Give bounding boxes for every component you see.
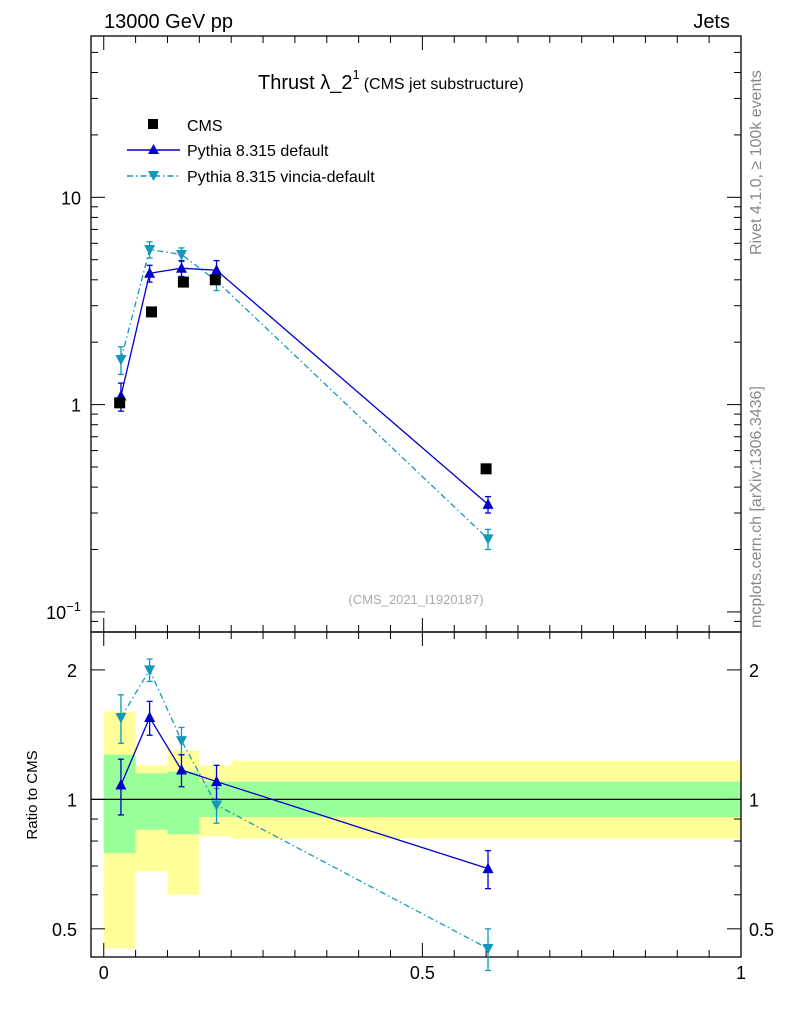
vincia-ratio-point	[144, 665, 156, 676]
default-main-point	[144, 267, 156, 278]
plot-title: Thrust λ_21 (CMS jet substructure)	[258, 67, 524, 94]
legend-label-vincia: Pythia 8.315 vincia-default	[187, 169, 375, 186]
ratio-y-tick-label-left: 1	[67, 790, 77, 810]
vincia-main-point	[144, 245, 156, 256]
default-ratio-point	[175, 764, 187, 775]
vincia-main-point	[175, 249, 187, 261]
ratio-band-inner	[103, 754, 136, 854]
vincia-ratio-point	[115, 713, 127, 724]
legend-default-marker	[148, 144, 159, 154]
cms-data-point	[177, 276, 189, 288]
ratio-bands	[103, 711, 741, 949]
title-sup: 1	[352, 67, 359, 82]
ratio-y-tick-label-right: 1	[749, 790, 759, 810]
tick-base: 10	[46, 603, 66, 623]
cms-data-point	[146, 306, 158, 318]
cms-data-point	[114, 397, 126, 409]
ratio-y-tick-label-right: 0.5	[749, 920, 774, 940]
vincia-main-point	[482, 534, 494, 545]
x-tick-label: 0.5	[410, 963, 435, 983]
vincia-ratio-point	[482, 944, 494, 955]
ratio-band-inner	[135, 773, 168, 830]
x-tick-label: 1	[736, 963, 746, 983]
vincia-ratio-point	[211, 800, 223, 812]
ratio-y-tick-label-left: 0.5	[52, 920, 77, 940]
header-right: Jets	[693, 11, 730, 33]
data-series	[114, 241, 494, 972]
side-label-bottom: mcplots.cern.ch [arXiv:1306.3436]	[748, 386, 765, 628]
title-sub: (CMS jet substructure)	[364, 76, 524, 93]
header-left: 13000 GeV pp	[104, 11, 233, 33]
legend-vincia-marker	[148, 171, 159, 181]
default-ratio-point	[115, 778, 127, 790]
ratio-y-tick-label-left: 2	[67, 661, 77, 681]
ratio-band-inner	[167, 771, 200, 835]
default-main-line	[120, 267, 489, 505]
legend-label-cms: CMS	[187, 118, 223, 135]
cms-data-point	[480, 463, 492, 475]
ratio-y-tick-label-right: 2	[749, 661, 759, 681]
vincia-ratio-line	[120, 668, 489, 950]
main-y-tick-label: 10−1	[46, 599, 81, 623]
default-ratio-point	[482, 862, 494, 874]
analysis-watermark: (CMS_2021_I1920187)	[348, 592, 483, 607]
vincia-main-line	[120, 248, 489, 540]
default-ratio-point	[211, 775, 223, 787]
title-main: Thrust λ_2	[258, 72, 352, 94]
default-main-point	[211, 264, 223, 275]
ratio-ylabel: Ratio to CMS	[24, 750, 41, 839]
ratio-panel-frame	[90, 631, 742, 958]
tick-exponent: −1	[66, 599, 81, 614]
legend-label-default: Pythia 8.315 default	[187, 143, 329, 160]
legend-cms-marker	[148, 119, 158, 129]
main-y-tick-label: 10	[61, 188, 81, 208]
main-y-tick-label: 1	[71, 396, 81, 416]
legend: CMS Pythia 8.315 default Pythia 8.315 vi…	[127, 118, 375, 186]
x-tick-label: 0	[99, 963, 109, 983]
vincia-ratio-point	[175, 736, 187, 747]
default-ratio-point	[144, 711, 156, 723]
default-main-point	[482, 498, 494, 509]
cms-data-point	[209, 274, 221, 286]
default-main-point	[175, 262, 187, 273]
side-label-top: Rivet 4.1.0, ≥ 100k events	[748, 70, 765, 255]
vincia-main-point	[115, 355, 127, 366]
